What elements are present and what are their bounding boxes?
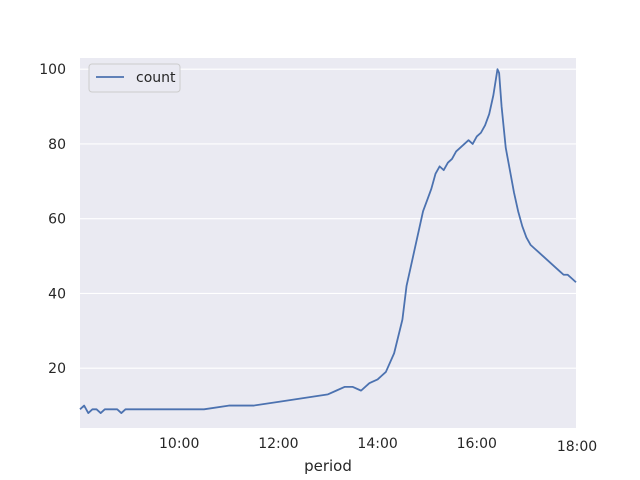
- x-axis-ticks: 10:00 12:00 14:00 16:00 18:00: [159, 436, 597, 455]
- x-tick-label: 18:00: [557, 439, 597, 455]
- y-tick-label: 20: [48, 361, 66, 377]
- x-tick-label: 16:00: [457, 436, 497, 452]
- grid-lines: [80, 68, 576, 369]
- series-lines: [79, 68, 577, 414]
- y-tick-label: 40: [48, 286, 66, 302]
- legend-box: [88, 63, 181, 93]
- x-tick-label: 14:00: [357, 436, 397, 452]
- x-tick-label: 12:00: [258, 436, 298, 452]
- y-axis-ticks: 20 40 60 80 100: [39, 62, 66, 377]
- y-tick-label: 60: [48, 212, 66, 228]
- plot-background: [80, 58, 576, 428]
- x-tick-label: 10:00: [159, 436, 199, 452]
- legend: count: [88, 63, 181, 93]
- y-tick-label: 80: [48, 137, 66, 153]
- series-line-count: [79, 68, 577, 414]
- legend-label-count: count: [136, 70, 176, 86]
- x-axis-title: period: [304, 457, 352, 475]
- y-tick-label: 100: [39, 62, 66, 78]
